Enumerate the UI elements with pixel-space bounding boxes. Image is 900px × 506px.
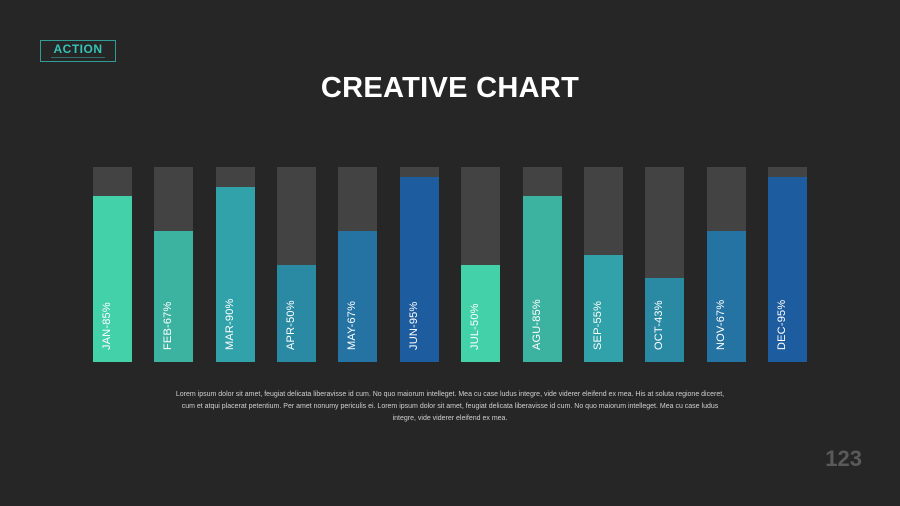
bar-feb: FEB-67% <box>154 231 193 362</box>
bar-track-may: MAY-67% <box>338 167 377 362</box>
bar-label-may: MAY-67% <box>345 300 358 350</box>
bar-track-mar: MAR-90% <box>216 167 255 362</box>
bar-dec: DEC-95% <box>768 176 807 362</box>
bar-track-feb: FEB-67% <box>154 167 193 362</box>
body-paragraph: Lorem ipsum dolor sit amet, feugiat deli… <box>175 391 725 422</box>
bar-sep: SEP-55% <box>584 254 623 362</box>
bar-label-nov: NOV-67% <box>714 299 727 350</box>
page-number: 123 <box>825 446 862 471</box>
bar-track-apr: APR-50% <box>277 167 316 362</box>
bar-label-jul: JUL-50% <box>468 303 481 350</box>
bar-mar: MAR-90% <box>216 186 255 362</box>
bar-label-jun: JUN-95% <box>407 301 420 350</box>
bar-chart: JAN-85% FEB-67% MAR-90% APR-50% MAY-67% JUN-9… <box>93 167 807 362</box>
bar-apr: APR-50% <box>277 264 316 362</box>
bar-jan: JAN-85% <box>93 196 132 362</box>
bar-track-jun: JUN-95% <box>400 167 439 362</box>
bar-nov: NOV-67% <box>707 231 746 362</box>
bar-track-jan: JAN-85% <box>93 167 132 362</box>
bar-jun: JUN-95% <box>400 176 439 362</box>
logo-underline <box>51 57 105 58</box>
page-title: CREATIVE CHART <box>320 72 580 104</box>
bar-label-jan: JAN-85% <box>100 302 113 350</box>
logo: ACTION <box>40 40 116 62</box>
bar-may: MAY-67% <box>338 231 377 362</box>
bar-track-oct: OCT-43% <box>645 167 684 362</box>
bar-track-sep: SEP-55% <box>584 167 623 362</box>
bar-label-feb: FEB-67% <box>161 301 174 350</box>
bar-label-oct: OCT-43% <box>652 300 665 350</box>
bar-oct: OCT-43% <box>645 278 684 362</box>
bar-track-jul: JUL-50% <box>461 167 500 362</box>
bar-track-nov: NOV-67% <box>707 167 746 362</box>
bar-jul: JUL-50% <box>461 264 500 362</box>
bar-agu: AGU-85% <box>523 196 562 362</box>
bar-label-apr: APR-50% <box>284 300 297 350</box>
bar-track-agu: AGU-85% <box>523 167 562 362</box>
bar-label-sep: SEP-55% <box>591 300 604 350</box>
bar-label-mar: MAR-90% <box>223 298 236 350</box>
bar-track-dec: DEC-95% <box>768 167 807 362</box>
logo-text: ACTION <box>53 42 103 56</box>
bar-label-agu: AGU-85% <box>530 299 543 350</box>
bar-label-dec: DEC-95% <box>775 299 788 350</box>
